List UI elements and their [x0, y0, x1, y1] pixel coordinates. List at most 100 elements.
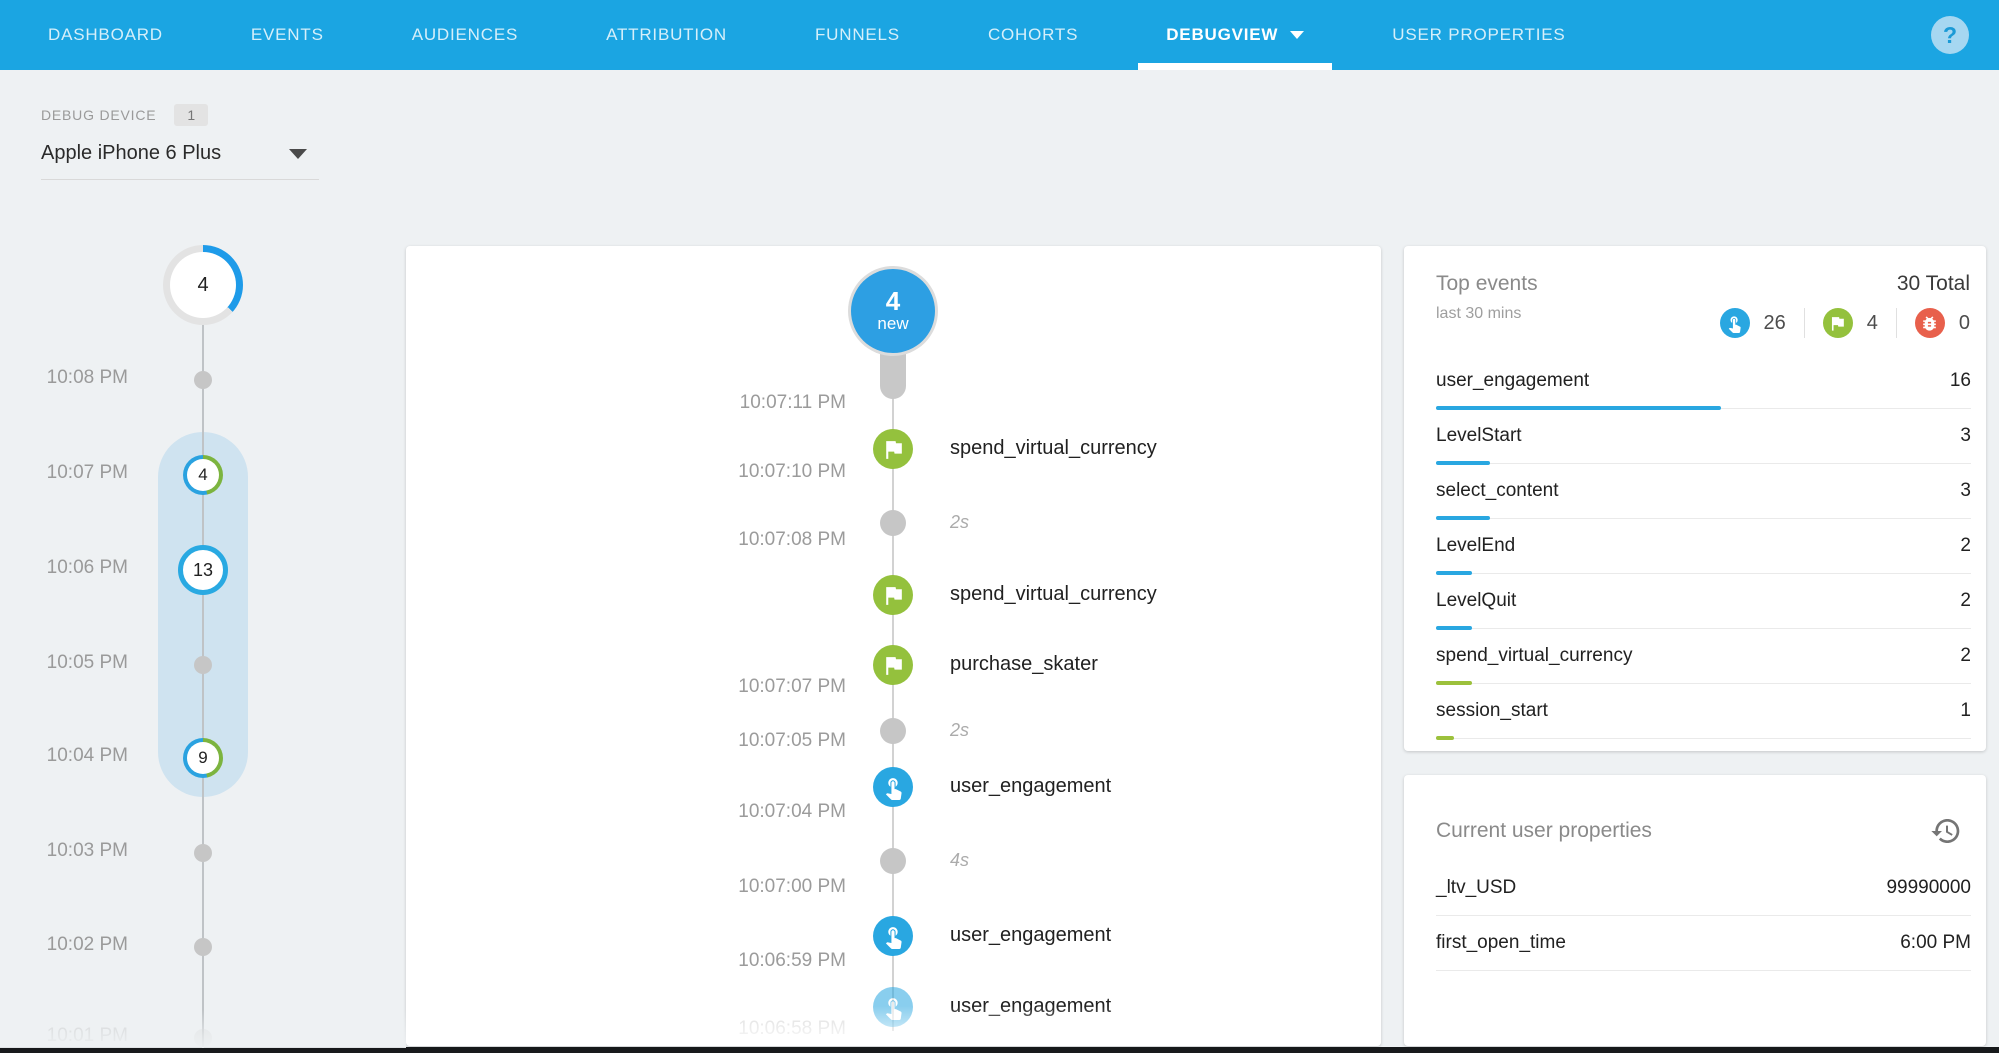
tab-label: ATTRIBUTION — [606, 25, 727, 44]
property-name[interactable]: first_open_time — [1436, 932, 1566, 953]
event-name[interactable]: user_engagement — [1436, 370, 1590, 391]
top-event-row[interactable]: LevelQuit 2 — [1436, 574, 1971, 630]
event-count: 1 — [1960, 700, 1971, 721]
minute-count-node[interactable]: 13 — [178, 545, 228, 595]
summary-progress-circle[interactable]: 4 — [163, 245, 243, 325]
stream-timestamp: 10:07:00 PM — [738, 876, 846, 897]
device-count-badge: 1 — [174, 104, 209, 126]
tab-events[interactable]: EVENTS — [223, 0, 352, 70]
touch-icon[interactable] — [873, 767, 913, 807]
new-events-label: new — [877, 314, 909, 333]
window-bottom-strip — [0, 1053, 1999, 1060]
minute-dot[interactable] — [194, 656, 212, 674]
event-count: 2 — [1960, 645, 1971, 666]
history-icon[interactable] — [1930, 815, 1962, 847]
bug-icon — [1914, 308, 1945, 338]
minute-label: 10:04 PM — [46, 745, 128, 766]
tab-user-properties[interactable]: USER PROPERTIES — [1364, 0, 1593, 70]
top-event-row[interactable]: spend_virtual_currency 2 — [1436, 629, 1971, 685]
stream-timestamp: 10:07:05 PM — [738, 730, 846, 751]
top-event-row[interactable]: LevelStart 3 — [1436, 409, 1971, 465]
event-count: 2 — [1960, 535, 1971, 556]
minute-dot[interactable] — [194, 371, 212, 389]
touch-icon — [1719, 308, 1750, 338]
event-bar — [1436, 406, 1722, 410]
error-count: 0 — [1958, 311, 1970, 334]
minute-label: 10:03 PM — [46, 840, 128, 861]
tab-label: DASHBOARD — [48, 25, 163, 44]
user-properties-title: Current user properties — [1436, 819, 1652, 842]
stream-fade — [406, 1006, 1381, 1046]
minute-count-node[interactable]: 9 — [183, 738, 223, 778]
event-count: 2 — [1960, 590, 1971, 611]
divider — [1803, 308, 1805, 338]
debug-device-header: DEBUG DEVICE 1 — [41, 104, 209, 126]
chevron-down-icon — [1290, 31, 1305, 39]
tab-debugview[interactable]: DEBUGVIEW — [1138, 0, 1333, 70]
stream-event-name[interactable]: spend_virtual_currency — [950, 437, 1157, 459]
stream-event-name[interactable]: spend_virtual_currency — [950, 583, 1157, 605]
event-name[interactable]: LevelEnd — [1436, 535, 1516, 556]
tab-attribution[interactable]: ATTRIBUTION — [578, 0, 755, 70]
event-bar — [1436, 571, 1472, 575]
summary-count: 4 — [170, 252, 236, 318]
event-bar — [1436, 461, 1490, 465]
gap-dot — [880, 718, 906, 744]
event-name[interactable]: select_content — [1436, 480, 1559, 501]
touch-icon[interactable] — [873, 916, 913, 956]
event-name[interactable]: spend_virtual_currency — [1436, 645, 1633, 666]
tab-dashboard[interactable]: DASHBOARD — [20, 0, 191, 70]
event-name[interactable]: session_start — [1436, 700, 1548, 721]
minute-dot[interactable] — [194, 844, 212, 862]
stream-timestamp: 10:07:08 PM — [738, 529, 846, 550]
event-count: 3 — [1960, 425, 1971, 446]
top-event-row[interactable]: user_engagement 16 — [1436, 354, 1971, 410]
total-count: 30 Total — [1896, 272, 1970, 295]
stream-timestamp: 10:07:04 PM — [738, 801, 846, 822]
flag-icon[interactable] — [873, 575, 913, 615]
minute-count-node[interactable]: 4 — [183, 455, 223, 495]
minute-count: 4 — [187, 459, 219, 491]
property-name[interactable]: _ltv_USD — [1436, 877, 1517, 898]
tab-cohorts[interactable]: COHORTS — [960, 0, 1106, 70]
timeline-fade — [0, 1010, 406, 1048]
top-event-row[interactable]: LevelEnd 2 — [1436, 519, 1971, 575]
stream-event-name[interactable]: user_engagement — [950, 775, 1112, 797]
gap-duration: 4s — [950, 850, 970, 870]
event-bar — [1436, 626, 1472, 630]
stream-timestamp: 10:07:07 PM — [738, 676, 846, 697]
tab-label: EVENTS — [250, 25, 324, 44]
user-property-row[interactable]: _ltv_USD 99990000 — [1436, 861, 1971, 916]
tab-label: COHORTS — [987, 25, 1079, 44]
stream-event-name[interactable]: purchase_skater — [950, 653, 1098, 675]
top-events-subtitle: last 30 mins — [1436, 305, 1522, 322]
minute-dot[interactable] — [194, 938, 212, 956]
debug-device-label: DEBUG DEVICE — [41, 107, 157, 123]
top-events-title: Top events — [1436, 272, 1538, 295]
user-property-row[interactable]: first_open_time 6:00 PM — [1436, 916, 1971, 971]
minute-timeline: 4 10:08 PM 10:07 PM 4 10:06 PM 13 10:05 … — [0, 70, 406, 1048]
stream-axis — [892, 396, 894, 1031]
tab-funnels[interactable]: FUNNELS — [787, 0, 928, 70]
top-event-row[interactable]: select_content 3 — [1436, 464, 1971, 520]
device-dropdown[interactable]: Apple iPhone 6 Plus — [41, 142, 319, 180]
event-bar — [1436, 736, 1454, 740]
event-bar — [1436, 681, 1472, 685]
user-properties-list: _ltv_USD 99990000 first_open_time 6:00 P… — [1436, 861, 1971, 971]
flag-icon[interactable] — [873, 429, 913, 469]
top-nav: DASHBOARD EVENTS AUDIENCES ATTRIBUTION F… — [0, 0, 1999, 70]
flag-icon — [1822, 308, 1853, 338]
top-events-list: user_engagement 16 LevelStart 3 select_c… — [1436, 354, 1971, 740]
event-count: 3 — [1960, 480, 1971, 501]
minute-label: 10:05 PM — [46, 652, 128, 673]
stream-event-name[interactable]: user_engagement — [950, 924, 1112, 946]
flag-icon[interactable] — [873, 645, 913, 685]
tab-audiences[interactable]: AUDIENCES — [384, 0, 546, 70]
event-name[interactable]: LevelStart — [1436, 425, 1522, 446]
stream-timestamp: 10:06:59 PM — [738, 950, 846, 971]
new-events-badge[interactable]: 4 new — [851, 269, 935, 353]
help-icon[interactable]: ? — [1931, 16, 1969, 54]
gap-duration: 2s — [950, 720, 970, 740]
top-event-row[interactable]: session_start 1 — [1436, 684, 1971, 740]
event-name[interactable]: LevelQuit — [1436, 590, 1517, 611]
